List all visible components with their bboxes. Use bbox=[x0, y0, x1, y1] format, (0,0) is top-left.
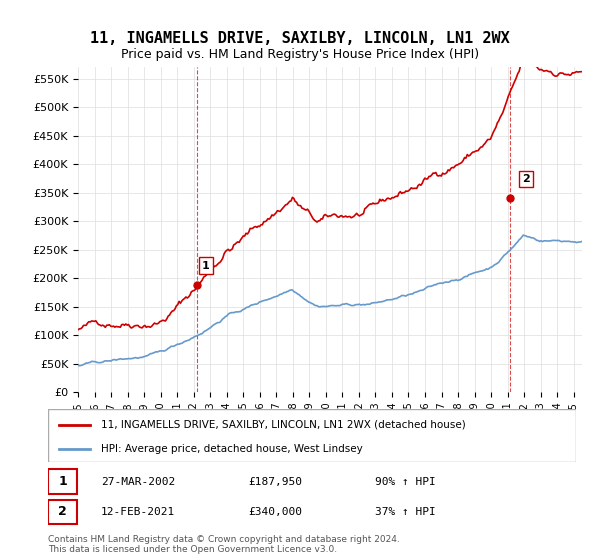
FancyBboxPatch shape bbox=[48, 469, 77, 494]
Text: 27-MAR-2002: 27-MAR-2002 bbox=[101, 477, 175, 487]
Text: 90% ↑ HPI: 90% ↑ HPI bbox=[376, 477, 436, 487]
Text: HPI: Average price, detached house, West Lindsey: HPI: Average price, detached house, West… bbox=[101, 444, 362, 454]
Text: £187,950: £187,950 bbox=[248, 477, 302, 487]
Text: 37% ↑ HPI: 37% ↑ HPI bbox=[376, 507, 436, 517]
Text: 1: 1 bbox=[202, 260, 209, 270]
Text: 11, INGAMELLS DRIVE, SAXILBY, LINCOLN, LN1 2WX: 11, INGAMELLS DRIVE, SAXILBY, LINCOLN, L… bbox=[90, 31, 510, 46]
Text: Price paid vs. HM Land Registry's House Price Index (HPI): Price paid vs. HM Land Registry's House … bbox=[121, 48, 479, 60]
FancyBboxPatch shape bbox=[48, 409, 576, 462]
Text: 12-FEB-2021: 12-FEB-2021 bbox=[101, 507, 175, 517]
Text: £340,000: £340,000 bbox=[248, 507, 302, 517]
Text: 2: 2 bbox=[522, 174, 530, 184]
Text: 11, INGAMELLS DRIVE, SAXILBY, LINCOLN, LN1 2WX (detached house): 11, INGAMELLS DRIVE, SAXILBY, LINCOLN, L… bbox=[101, 420, 466, 430]
Text: 2: 2 bbox=[58, 505, 67, 519]
Text: Contains HM Land Registry data © Crown copyright and database right 2024.
This d: Contains HM Land Registry data © Crown c… bbox=[48, 535, 400, 554]
FancyBboxPatch shape bbox=[48, 500, 77, 524]
Text: 1: 1 bbox=[58, 475, 67, 488]
